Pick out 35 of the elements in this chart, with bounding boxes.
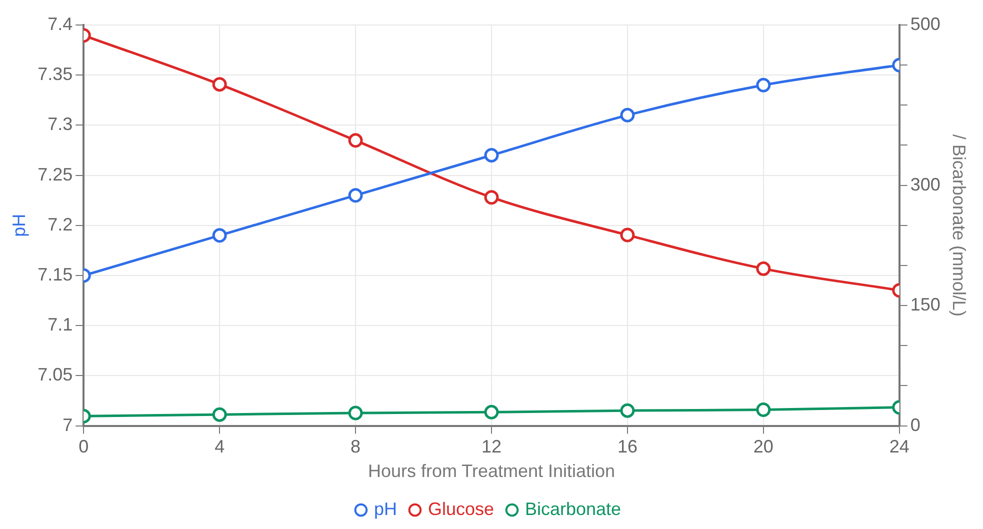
y-tick-label: 7.2 <box>48 214 73 234</box>
y2-tick-label: 150 <box>910 294 940 315</box>
x-tick-label: 16 <box>617 436 638 457</box>
y-tick-label: 7.4 <box>48 14 73 34</box>
point <box>620 228 635 242</box>
y2-axis-title: / Bicarbonate (mmol/L) <box>949 134 970 316</box>
x-tick-label: 0 <box>78 436 89 457</box>
point <box>484 148 499 163</box>
x-tick-label: 4 <box>214 436 225 457</box>
y-axis-title: pH <box>8 214 29 237</box>
point <box>348 188 363 203</box>
x-tick-label: 12 <box>481 436 502 457</box>
y-tick-label: 7.1 <box>48 314 73 335</box>
x-tick-label: 24 <box>889 436 910 457</box>
y2-tick-label: 500 <box>910 14 940 34</box>
point <box>484 190 499 205</box>
point <box>484 404 499 420</box>
point <box>348 133 363 148</box>
point <box>620 403 635 418</box>
y-tick-label: 7 <box>62 414 73 435</box>
x-tick-label: 8 <box>350 436 361 457</box>
x-axis-title: Hours from Treatment Initiation <box>368 461 616 482</box>
y-tick-label: 7.35 <box>38 64 73 84</box>
point <box>348 406 363 420</box>
x-tick-label: 20 <box>753 436 774 457</box>
legend-label: Glucose <box>428 498 494 519</box>
legend-label: pH <box>374 498 397 519</box>
y-tick-label: 7.05 <box>38 364 73 385</box>
legend-label: Bicarbonate <box>524 498 622 519</box>
y2-tick-label: 300 <box>910 174 940 194</box>
point <box>620 108 635 122</box>
y-tick-label: 7.3 <box>48 114 73 134</box>
y-tick-label: 7.15 <box>38 264 73 284</box>
y-tick-label: 7.25 <box>38 164 73 184</box>
y2-tick-label: 0 <box>910 414 920 435</box>
